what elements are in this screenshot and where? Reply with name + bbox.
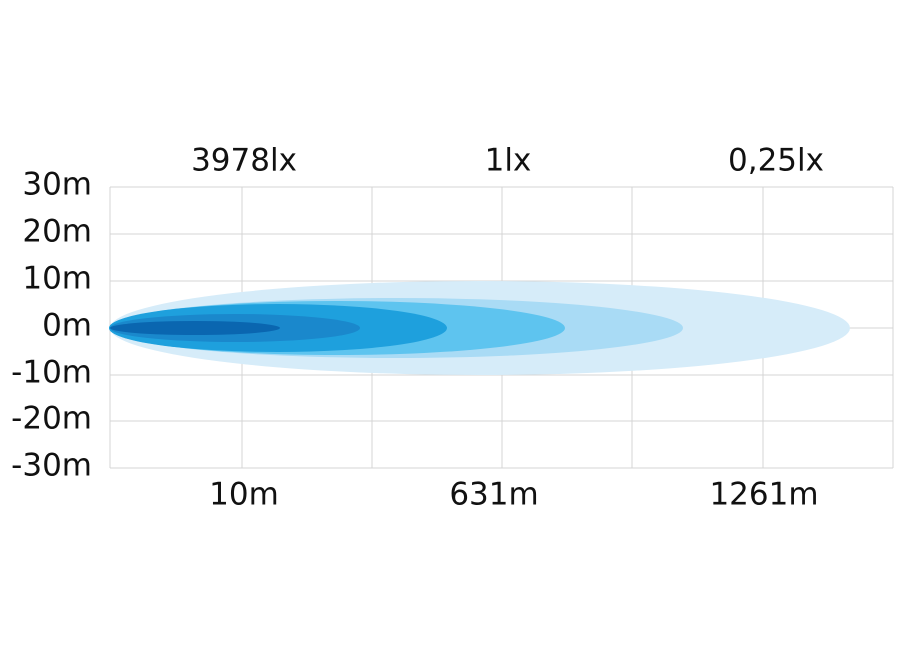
beam-zone <box>110 321 280 335</box>
distance-label: 631m <box>449 477 538 513</box>
y-label: 30m <box>22 167 92 203</box>
bottom-labels: 10m 631m 1261m <box>209 477 818 513</box>
y-labels: 30m 20m 10m 0m -10m -20m -30m <box>11 167 92 484</box>
lux-label: 1lx <box>485 143 532 179</box>
lux-label: 3978lx <box>191 143 297 179</box>
top-labels: 3978lx 1lx 0,25lx <box>191 143 824 179</box>
beam <box>109 281 850 375</box>
distance-label: 10m <box>209 477 279 513</box>
y-label: 0m <box>42 308 92 344</box>
lux-label: 0,25lx <box>728 143 824 179</box>
y-label: 10m <box>22 261 92 297</box>
y-label: -10m <box>11 355 92 391</box>
y-label: 20m <box>22 214 92 250</box>
distance-label: 1261m <box>709 477 818 513</box>
y-label: -20m <box>11 401 92 437</box>
y-label: -30m <box>11 448 92 484</box>
